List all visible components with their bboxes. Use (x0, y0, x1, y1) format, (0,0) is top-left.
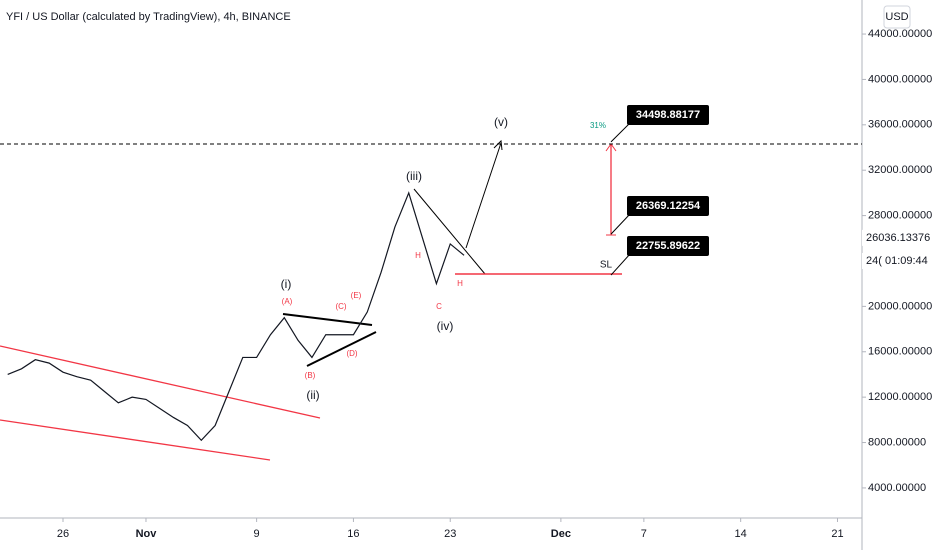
triangle-line (306, 331, 377, 367)
wave-arrow (465, 142, 502, 249)
wave-line (413, 188, 486, 275)
last-price-tag (862, 229, 932, 246)
y-tick-label: 32000.00000 (868, 164, 932, 176)
countdown-tag (862, 252, 932, 269)
wave-label: (v) (494, 115, 508, 129)
x-tick-label: Nov (136, 528, 158, 540)
y-tick-label: 4000.00000 (868, 482, 926, 494)
y-tick-label: 16000.00000 (868, 346, 932, 358)
y-tick-label: 40000.00000 (868, 73, 932, 85)
wave-label: (iv) (437, 319, 454, 333)
price-tag-label: 34498.88177 (636, 109, 700, 121)
wave-label: (i) (281, 277, 292, 291)
x-tick-label: 21 (831, 528, 843, 540)
y-tick-label: 12000.00000 (868, 391, 932, 403)
price-tag (627, 236, 709, 256)
wave-label: (E) (351, 291, 362, 300)
y-tick-label: 8000.00000 (868, 436, 926, 448)
price-line (7, 191, 465, 442)
wave-label: H (415, 251, 421, 260)
wave-label: SL (600, 260, 613, 271)
wave-label: C (436, 302, 442, 311)
drawings (0, 139, 862, 461)
price-tag-pointer (610, 213, 631, 235)
x-tick-label: 26 (57, 528, 69, 540)
currency-label[interactable]: USD (885, 11, 908, 23)
price-tag-pointer (610, 253, 631, 276)
countdown-label: 24( 01:09:44 (866, 255, 928, 267)
x-tick-label: 7 (641, 528, 647, 540)
price-tag-label: 26369.12254 (636, 200, 701, 212)
wave-label: 31% (590, 121, 606, 130)
channel-line (0, 345, 321, 419)
currency-button[interactable] (883, 5, 911, 29)
channel-line (0, 419, 271, 461)
wave-label: (ii) (306, 388, 319, 402)
price-tag-label: 22755.89622 (636, 240, 700, 252)
x-tick-label: 23 (444, 528, 456, 540)
wave-label: H (457, 279, 463, 288)
price-tag-pointer (610, 122, 631, 143)
wave-label: (D) (346, 349, 357, 358)
price-tag (627, 196, 709, 216)
y-tick-label: 36000.00000 (868, 119, 932, 131)
triangle-line (282, 313, 373, 326)
arrow-head (493, 139, 503, 151)
x-tick-label: 16 (347, 528, 359, 540)
wave-label: (iii) (406, 169, 422, 183)
x-tick-label: 14 (735, 528, 747, 540)
y-tick-label: 44000.00000 (868, 28, 932, 40)
wave-label: (C) (335, 302, 346, 311)
price-tag (627, 105, 709, 125)
wave-label: (A) (282, 297, 293, 306)
y-tick-label: 28000.00000 (868, 210, 932, 222)
x-tick-label: Dec (551, 528, 571, 540)
chart-title: YFI / US Dollar (calculated by TradingVi… (6, 11, 291, 23)
wave-label: (B) (305, 371, 316, 380)
y-tick-label: 20000.00000 (868, 300, 932, 312)
x-tick-label: 9 (254, 528, 260, 540)
last-price-label: 26036.13376 (866, 232, 930, 244)
